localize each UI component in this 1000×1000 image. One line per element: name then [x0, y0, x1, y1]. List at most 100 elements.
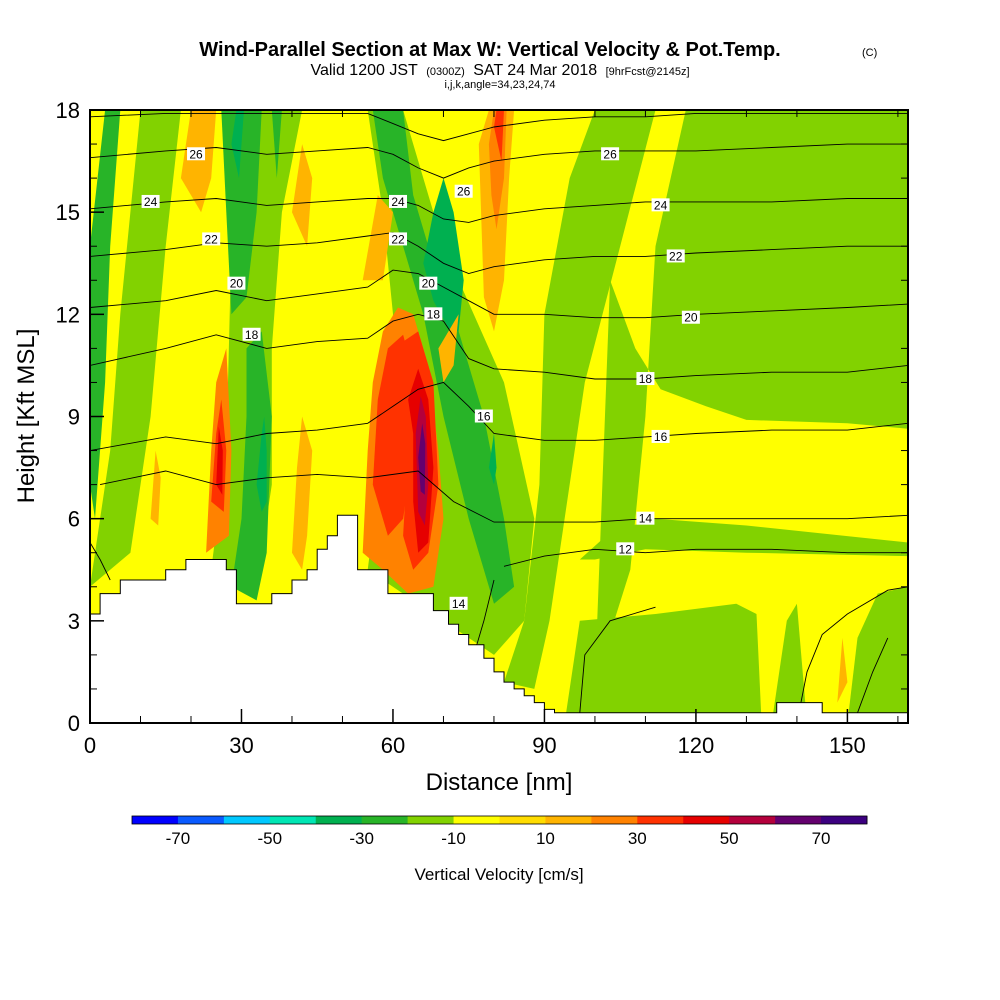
velocity-region	[150, 450, 161, 526]
colorbar-tick-label: -10	[441, 829, 466, 848]
colorbar-frame	[131, 815, 868, 825]
velocity-region	[837, 637, 848, 703]
contour-label-bg	[601, 147, 620, 161]
contour-label-text: 18	[639, 372, 653, 386]
velocity-region	[504, 110, 656, 689]
x-tick-label: 120	[678, 733, 715, 758]
colorbar-tick-label: 50	[720, 829, 739, 848]
contour-label-text: 14	[639, 512, 653, 526]
velocity-region	[221, 110, 262, 315]
contour-label-bg	[449, 596, 468, 610]
colorbar-swatch	[821, 816, 868, 824]
velocity-region	[438, 314, 459, 383]
colorbar-swatch	[177, 816, 225, 824]
y-tick-label: 18	[56, 98, 80, 123]
grid-indices: i,j,k,angle=34,23,24,74	[444, 79, 555, 91]
contour-label-bg	[389, 194, 408, 208]
contour-label-text: 20	[422, 277, 436, 291]
subtitle-utc: (0300Z)	[426, 66, 465, 78]
colorbar-tick-label: -70	[166, 829, 191, 848]
contour-label-bg	[651, 429, 670, 443]
subtitle-date: SAT 24 Mar 2018	[473, 62, 597, 79]
contour-label: 20	[681, 310, 700, 325]
contour-label: 14	[449, 596, 468, 611]
x-tick-label: 60	[381, 733, 405, 758]
contour-label-bg	[242, 327, 261, 341]
contour-label: 18	[636, 372, 655, 386]
contour-label: 26	[601, 147, 620, 161]
contour-label-bg	[419, 276, 438, 290]
contour-label-bg	[227, 276, 246, 290]
colorbar-swatch	[315, 816, 363, 824]
colorbar-swatch	[591, 816, 638, 824]
contour-label-text: 20	[684, 311, 698, 325]
contour-label-text: 24	[144, 195, 158, 209]
y-tick-label: 3	[68, 609, 80, 634]
colorbar-tick-label: 30	[628, 829, 647, 848]
theta-contour-line	[857, 637, 889, 713]
theta-contour-line	[100, 470, 908, 523]
theta-contour-line	[796, 586, 908, 723]
velocity-region	[423, 178, 464, 332]
colorbar-swatch	[453, 816, 500, 824]
y-axis-label: Height [Kft MSL]	[13, 329, 40, 504]
contour-label-text: 26	[603, 147, 617, 161]
y-tick-label: 15	[56, 200, 80, 225]
contour-label: 24	[141, 194, 160, 209]
velocity-region	[90, 110, 181, 587]
contour-label: 26	[454, 184, 473, 199]
theta-contour-line	[579, 606, 656, 713]
theta-contour-line	[90, 381, 908, 452]
chart-subtitle: Valid 1200 JST (0300Z) SAT 24 Mar 2018 […	[310, 62, 689, 79]
contour-label: 12	[616, 542, 635, 556]
contour-label-bg	[424, 307, 443, 321]
velocity-region	[231, 331, 272, 601]
contour-label: 18	[424, 307, 443, 321]
colorbar-tick-label: 70	[812, 829, 831, 848]
theta-contour-line	[90, 269, 908, 319]
contour-label-text: 22	[205, 232, 219, 246]
contour-label-bg	[651, 198, 670, 212]
x-axis-label: Distance [nm]	[426, 769, 573, 796]
contour-label: 24	[651, 198, 670, 212]
x-tick-label: 0	[84, 733, 96, 758]
theta-contour-line	[503, 548, 908, 567]
contour-label-text: 14	[452, 597, 466, 611]
velocity-region	[564, 603, 762, 723]
contour-label: 18	[242, 327, 261, 342]
colorbar-swatch	[132, 816, 179, 824]
contour-label-bg	[454, 184, 473, 198]
contour-label-bg	[636, 511, 655, 525]
contour-label: 14	[636, 511, 655, 526]
colorbar-swatch	[499, 816, 546, 824]
contour-label: 22	[389, 232, 408, 246]
colorbar-tick-label: 10	[536, 829, 555, 848]
velocity-region	[372, 334, 414, 536]
theta-contour-line	[90, 143, 908, 179]
velocity-region	[488, 433, 497, 485]
x-tick-label: 30	[229, 733, 253, 758]
y-tick-label: 0	[68, 711, 80, 736]
contour-label-bg	[187, 147, 206, 161]
chart-title: Wind-Parallel Section at Max W: Vertical…	[199, 39, 780, 61]
colorbar-swatch	[637, 816, 684, 824]
colorbar-swatch	[361, 816, 409, 824]
velocity-region	[271, 110, 282, 179]
contour-label-bg	[636, 372, 655, 386]
subtitle-valid: Valid 1200 JST	[310, 62, 418, 79]
contour-label-text: 16	[654, 430, 668, 444]
contour-label-text: 18	[427, 307, 441, 321]
colorbar-swatch	[223, 816, 271, 824]
contour-label-text: 20	[230, 277, 244, 291]
colorbar-tick-label: -30	[349, 829, 374, 848]
x-tick-label: 90	[532, 733, 556, 758]
colorbar: -70 -50 -30 -10 10 30 50 70	[131, 815, 868, 848]
velocity-field	[90, 110, 908, 723]
velocity-region	[256, 416, 267, 512]
theta-contour-line	[90, 313, 908, 380]
contour-label-text: 24	[391, 195, 405, 209]
velocity-region	[180, 110, 217, 213]
y-tick-label: 12	[56, 302, 80, 327]
contour-label-bg	[616, 542, 635, 556]
